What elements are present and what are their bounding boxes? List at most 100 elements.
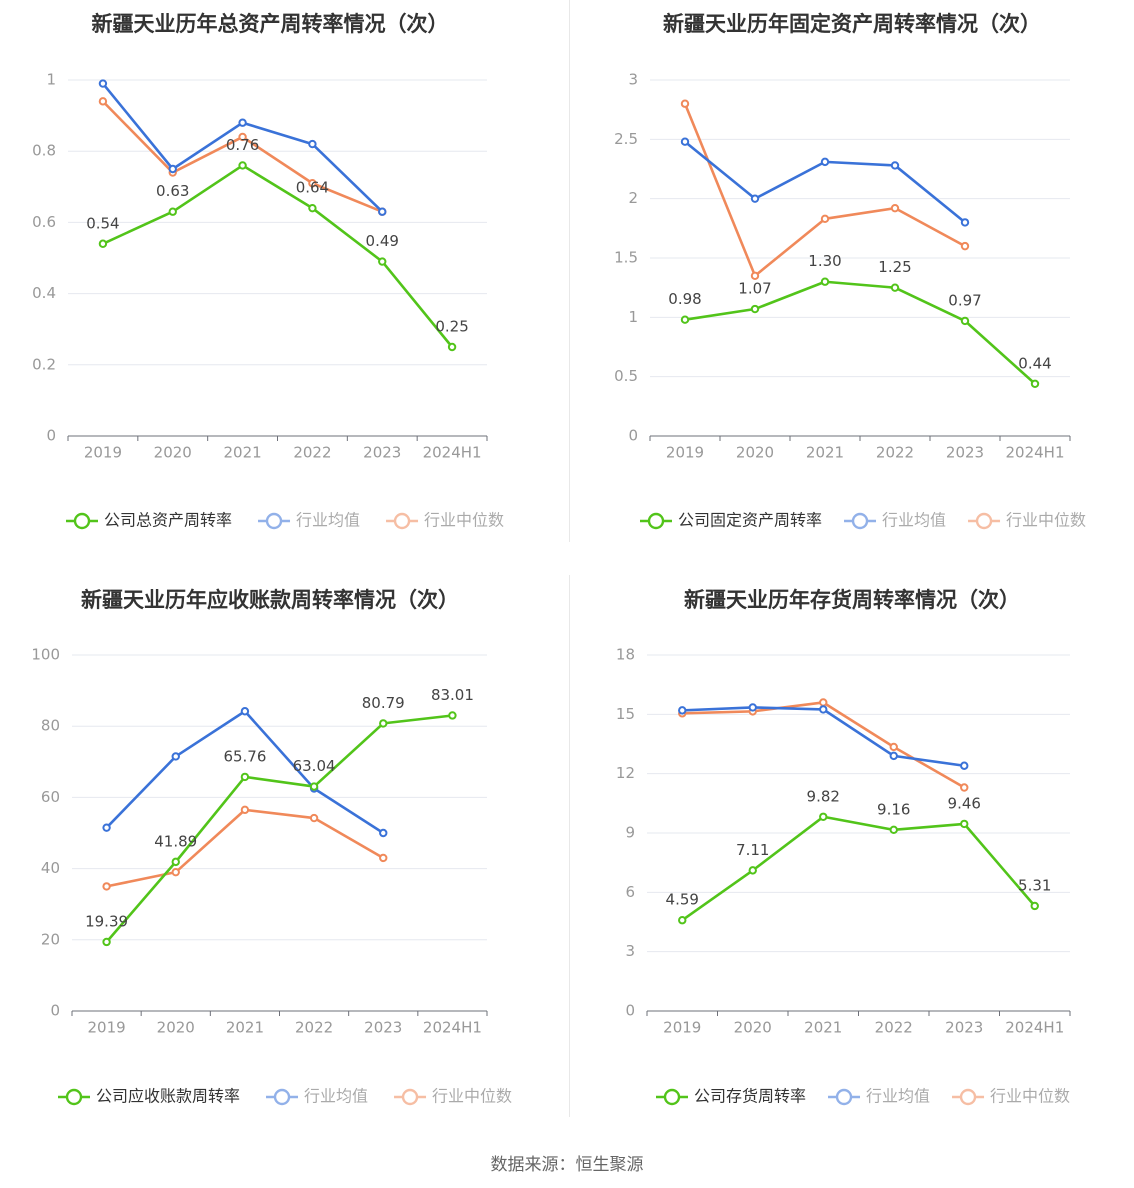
x-tick-label: 2019: [87, 1019, 125, 1037]
chart-title: 新疆天业历年应收账款周转率情况（次）: [81, 588, 459, 612]
data-point: [308, 139, 317, 149]
data-source-note: 数据来源：恒生聚源: [490, 1155, 644, 1175]
x-tick-label: 2020: [734, 1019, 772, 1037]
data-label: 1.25: [878, 258, 911, 276]
data-point: [750, 194, 760, 203]
y-tick-label: 3: [625, 942, 635, 960]
series-line-3: [680, 701, 966, 789]
data-point: [309, 782, 319, 791]
data-point: [379, 828, 388, 838]
legend-item-2: 行业均值: [258, 511, 360, 530]
series-line-1: [683, 280, 1037, 386]
y-tick-label: 0: [50, 1002, 60, 1020]
y-tick-label: 9: [625, 824, 635, 842]
data-label: 80.79: [362, 694, 405, 712]
data-label: 0.54: [86, 214, 119, 232]
y-tick-label: 100: [31, 646, 60, 664]
data-label: 0.49: [366, 232, 399, 250]
x-tick-label: 2019: [666, 444, 704, 462]
data-point: [1030, 901, 1039, 911]
data-point: [680, 99, 690, 108]
data-point: [379, 719, 388, 728]
y-tick-label: 1: [628, 308, 638, 326]
x-tick-label: 2024H1: [1006, 444, 1065, 462]
y-tick-label: 1.5: [614, 249, 638, 267]
legend-item-3: 行业中位数: [394, 1087, 512, 1106]
data-point: [102, 882, 111, 891]
y-tick-label: 0: [628, 427, 638, 445]
legend-marker: [975, 512, 993, 530]
legend-marker: [273, 1088, 291, 1106]
data-point: [238, 118, 247, 127]
legend-marker: [959, 1088, 977, 1106]
data-point: [240, 772, 250, 782]
y-tick-label: 3: [628, 71, 638, 89]
vertical-divider-top: [569, 0, 570, 542]
x-tick-label: 2019: [663, 1019, 701, 1037]
data-point: [98, 239, 108, 248]
data-label: 0.44: [1018, 354, 1051, 372]
x-tick-label: 2022: [875, 1019, 913, 1037]
data-point: [960, 241, 970, 251]
data-point: [168, 164, 177, 174]
series-line-3: [101, 100, 384, 214]
data-point: [960, 218, 970, 227]
data-point: [748, 703, 757, 712]
x-tick-label: 2023: [364, 1019, 402, 1037]
legend-label: 行业中位数: [424, 511, 504, 530]
legend-label: 行业中位数: [432, 1087, 512, 1106]
data-point: [238, 161, 247, 170]
data-point: [748, 866, 757, 875]
x-tick-label: 2020: [154, 444, 192, 462]
data-label: 0.97: [948, 291, 981, 309]
x-tick-label: 2021: [804, 1019, 842, 1037]
x-tick-label: 2022: [293, 444, 331, 462]
legend-label: 公司存货周转率: [694, 1087, 806, 1106]
series-line-1: [680, 815, 1037, 922]
data-point: [379, 853, 388, 863]
x-tick-label: 2023: [363, 444, 401, 462]
data-point: [98, 79, 108, 88]
x-tick-label: 2023: [945, 1019, 983, 1037]
x-tick-label: 2024H1: [423, 444, 482, 462]
chart-title: 新疆天业历年存货周转率情况（次）: [684, 588, 1020, 612]
data-point: [680, 137, 690, 146]
data-label: 63.04: [293, 757, 336, 775]
data-label: 5.31: [1018, 876, 1051, 894]
legend-label: 行业均值: [866, 1087, 930, 1106]
y-tick-label: 0.5: [614, 367, 638, 385]
data-point: [678, 706, 687, 715]
x-tick-label: 2023: [946, 444, 984, 462]
x-tick-label: 2021: [806, 444, 844, 462]
data-point: [98, 97, 108, 106]
data-label: 0.98: [668, 290, 701, 308]
y-tick-label: 40: [41, 859, 60, 877]
data-label: 4.59: [666, 891, 699, 909]
chart-panel-4: 新疆天业历年存货周转率情况（次） 0 3 6 9 12 15 18 2019 2020 2021 20…: [616, 588, 1071, 1106]
data-label: 7.11: [736, 841, 769, 859]
data-point: [102, 823, 111, 832]
data-point: [960, 819, 969, 829]
y-tick-label: 0.2: [32, 355, 56, 373]
y-tick-label: 60: [41, 788, 60, 806]
legend-marker: [401, 1088, 419, 1106]
y-tick-label: 12: [616, 764, 635, 782]
legend-item-3: 行业中位数: [952, 1087, 1070, 1106]
y-tick-label: 0: [625, 1002, 635, 1020]
legend-marker: [265, 512, 283, 530]
data-label: 9.82: [807, 787, 840, 805]
legend-item-1: 公司存货周转率: [656, 1087, 806, 1106]
series-line-2: [680, 706, 966, 768]
y-tick-label: 80: [41, 717, 60, 735]
data-point: [820, 157, 830, 167]
x-tick-label: 2022: [876, 444, 914, 462]
legend-label: 行业均值: [296, 511, 360, 530]
series-line-1: [101, 164, 454, 349]
legend-marker: [851, 512, 869, 530]
data-label: 0.76: [226, 136, 259, 154]
legend-item-2: 行业均值: [844, 511, 946, 530]
data-label: 65.76: [223, 747, 266, 765]
data-point: [171, 857, 180, 867]
x-tick-label: 2021: [223, 444, 261, 462]
data-point: [1030, 379, 1040, 388]
